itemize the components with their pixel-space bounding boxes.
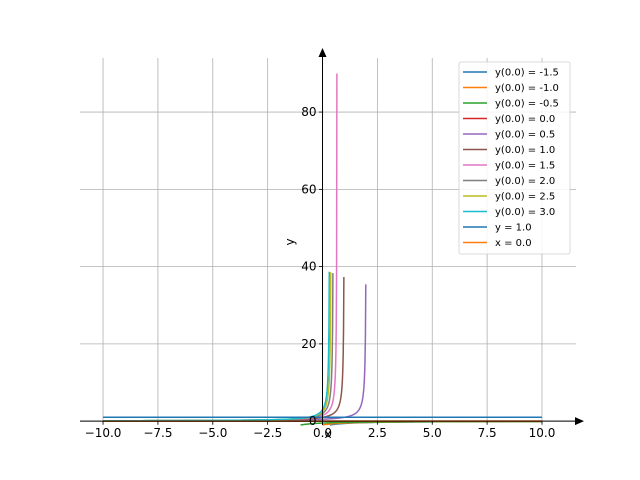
y-tick-label-1: 20 xyxy=(301,337,316,351)
axes xyxy=(80,48,584,426)
x-tick-label-1: −7.5 xyxy=(143,426,172,440)
y-tick-label-2: 40 xyxy=(301,260,316,274)
legend-label-3: y(0.0) = 0.0 xyxy=(495,114,555,125)
legend-label-7: y(0.0) = 2.0 xyxy=(495,176,555,187)
x-axis-label: x xyxy=(324,427,331,441)
legend-label-9: y(0.0) = 3.0 xyxy=(495,207,555,218)
x-tick-label-2: −5.0 xyxy=(198,426,227,440)
x-tick-label-7: 7.5 xyxy=(478,426,497,440)
x-tick-label-4: 0.0 xyxy=(313,426,332,440)
legend: y(0.0) = -1.5 y(0.0) = -1.0 y(0.0) = -0.5 y… xyxy=(458,61,571,255)
ticks: −10.0 −7.5 −5.0 −2.5 0.0 2.5 5.0 7.5 10.0 0 20 40 60… xyxy=(85,105,556,440)
legend-label-8: y(0.0) = 2.5 xyxy=(495,192,555,203)
legend-label-4: y(0.0) = 0.5 xyxy=(495,130,555,141)
legend-label-1: y(0.0) = -1.0 xyxy=(495,83,559,94)
y-axis-arrow xyxy=(318,48,327,57)
legend-label-10: y = 1.0 xyxy=(495,223,532,234)
legend-label-2: y(0.0) = -0.5 xyxy=(495,99,559,110)
legend-label-11: x = 0.0 xyxy=(495,238,532,249)
x-tick-label-6: 5.0 xyxy=(423,426,442,440)
legend-label-5: y(0.0) = 1.0 xyxy=(495,145,555,156)
legend-label-0: y(0.0) = -1.5 xyxy=(495,68,559,79)
y-tick-label-3: 60 xyxy=(301,182,316,196)
series-line-8 xyxy=(103,272,332,422)
series-line-7 xyxy=(103,273,334,422)
x-tick-label-3: −2.5 xyxy=(253,426,282,440)
y-axis-label: y xyxy=(283,238,297,245)
legend-box xyxy=(458,61,571,255)
y-tick-label-4: 80 xyxy=(301,105,316,119)
series-line-6 xyxy=(103,73,338,422)
series-line-9 xyxy=(103,271,331,422)
x-tick-label-5: 2.5 xyxy=(368,426,387,440)
legend-label-6: y(0.0) = 1.5 xyxy=(495,161,555,172)
x-axis-arrow xyxy=(575,417,584,426)
x-tick-label-8: 10.0 xyxy=(529,426,556,440)
y-tick-label-0: 0 xyxy=(309,414,317,428)
x-tick-label-0: −10.0 xyxy=(85,426,122,440)
